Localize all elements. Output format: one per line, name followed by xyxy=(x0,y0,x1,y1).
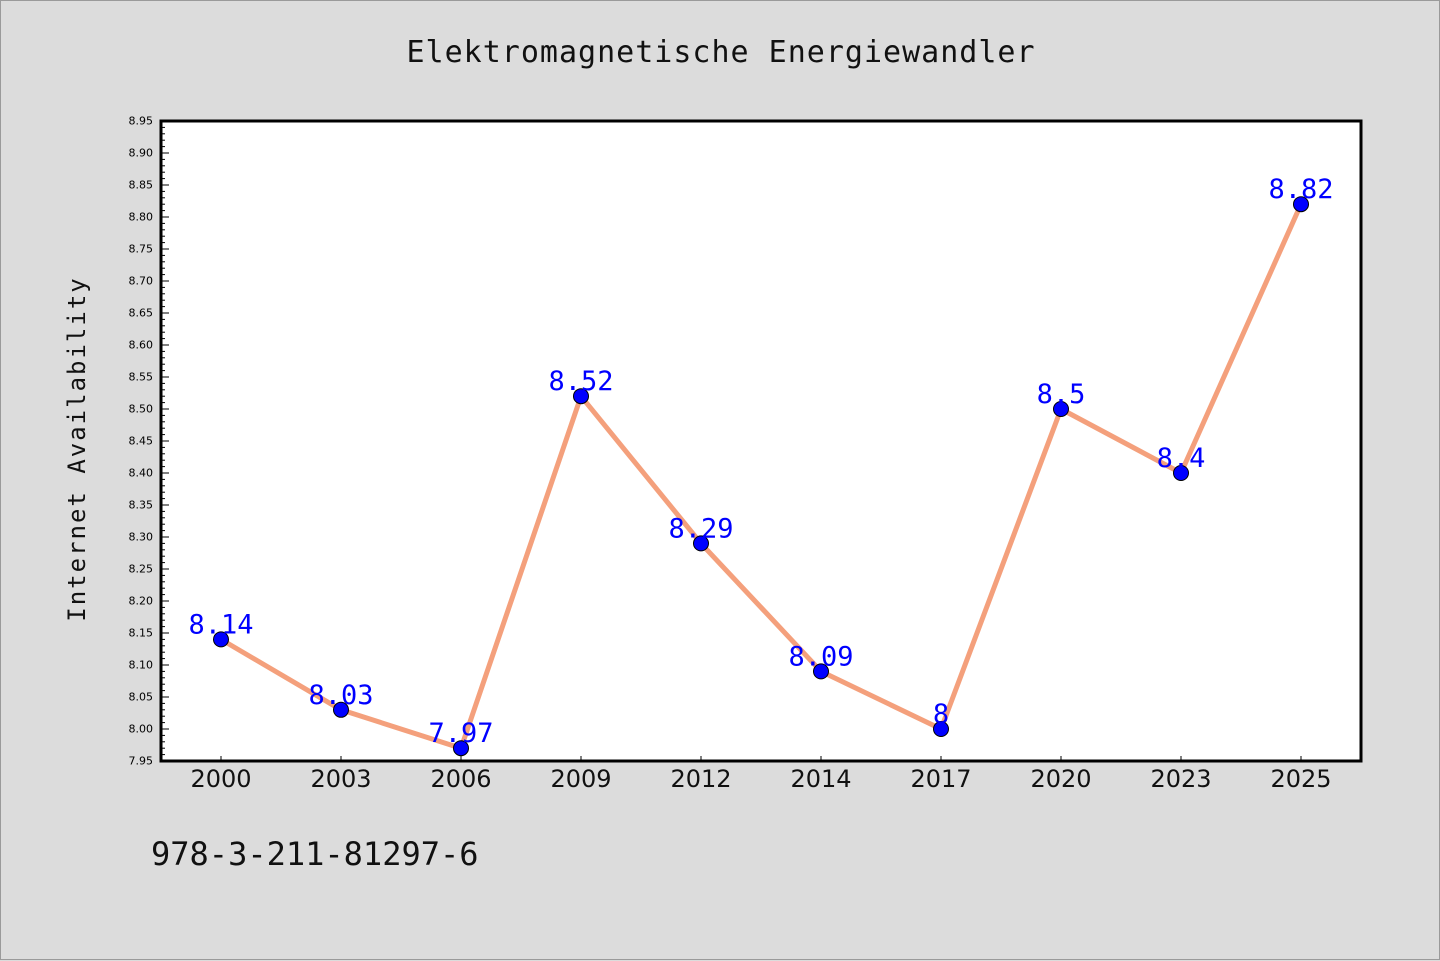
x-tick-label: 2000 xyxy=(190,765,251,793)
y-tick-label: 8.65 xyxy=(129,307,154,320)
y-tick-label: 8.70 xyxy=(129,275,154,288)
y-tick-label: 8.80 xyxy=(129,211,154,224)
y-tick-label: 8.60 xyxy=(129,339,154,352)
y-tick-label: 8.00 xyxy=(129,723,154,736)
y-tick-label: 7.95 xyxy=(129,755,154,768)
data-label: 7.97 xyxy=(428,718,493,749)
y-tick-label: 8.75 xyxy=(129,243,154,256)
y-tick-label: 8.55 xyxy=(129,371,154,384)
plot-background xyxy=(161,121,1361,761)
x-tick-label: 2025 xyxy=(1270,765,1331,793)
data-point xyxy=(453,740,469,757)
data-point xyxy=(1293,196,1309,213)
x-tick-label: 2014 xyxy=(790,765,851,793)
plot-frame xyxy=(159,119,1363,763)
x-tick-label: 2006 xyxy=(430,765,491,793)
data-point xyxy=(573,388,589,405)
chart-title: Elektromagnetische Energiewandler xyxy=(406,35,1036,70)
y-tick-label: 8.40 xyxy=(129,467,154,480)
series-line xyxy=(218,201,1304,751)
y-tick-label: 8.05 xyxy=(129,691,154,704)
y-tick-label: 8.35 xyxy=(129,499,154,512)
data-label: 8.03 xyxy=(308,680,373,711)
data-point xyxy=(213,631,229,648)
data-label: 8.82 xyxy=(1268,174,1333,205)
data-point xyxy=(1053,401,1069,417)
y-tick-label: 8.90 xyxy=(129,147,154,160)
y-tick-label: 8.25 xyxy=(129,563,154,576)
y-tick-label: 8.15 xyxy=(129,627,154,640)
y-tick-label: 8.45 xyxy=(129,435,154,448)
x-tick-label: 2020 xyxy=(1030,765,1091,793)
y-tick-label: 8.30 xyxy=(129,531,154,544)
data-point xyxy=(1173,465,1189,481)
x-tick-label: 2003 xyxy=(310,765,371,793)
data-label: 8 xyxy=(933,699,949,730)
isbn-text: 978-3-211-81297-6 xyxy=(151,835,479,873)
data-label: 8.52 xyxy=(548,366,613,397)
data-label: 8.09 xyxy=(788,641,853,672)
x-tick-label: 2023 xyxy=(1150,765,1211,793)
data-label: 8.5 xyxy=(1037,379,1086,410)
x-tick-label: 2012 xyxy=(670,765,731,793)
data-point xyxy=(813,663,829,680)
data-point xyxy=(333,701,349,718)
y-tick-label: 8.10 xyxy=(129,659,154,672)
y-tick-label: 8.95 xyxy=(129,115,154,128)
x-tick-label: 2009 xyxy=(550,765,611,793)
y-tick-label: 8.85 xyxy=(129,179,154,192)
data-point xyxy=(693,535,709,552)
data-label: 8.14 xyxy=(188,609,253,640)
data-label: 8.29 xyxy=(668,513,733,544)
y-tick-label: 8.20 xyxy=(129,595,154,608)
data-label: 8.4 xyxy=(1157,443,1206,474)
y-tick-label: 8.50 xyxy=(129,403,154,416)
data-point xyxy=(933,721,949,737)
x-tick-label: 2017 xyxy=(910,765,971,793)
